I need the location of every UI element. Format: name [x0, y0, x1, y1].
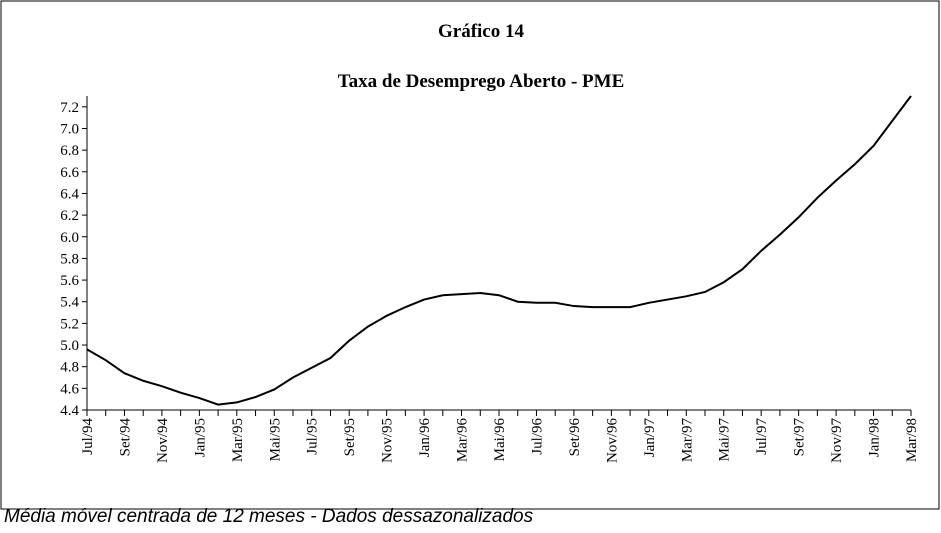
y-tick-label: 7.2 [60, 100, 79, 116]
y-tick-label: 4.4 [60, 403, 79, 419]
y-tick-label: 5.8 [60, 251, 79, 267]
x-tick-label: Jul/96 [529, 418, 545, 455]
x-tick-label: Jan/96 [417, 418, 433, 458]
x-tick-label: Mar/98 [904, 418, 920, 462]
x-tick-label: Jul/94 [80, 418, 96, 455]
x-tick-label: Set/96 [567, 418, 583, 457]
x-tick-label: Jul/97 [754, 418, 770, 455]
x-tick-label: Jan/97 [642, 418, 658, 458]
x-tick-label: Jan/95 [192, 418, 208, 457]
y-tick-label: 7.0 [60, 121, 79, 137]
x-tick-label: Mai/95 [267, 418, 283, 461]
y-tick-label: 5.4 [60, 295, 79, 311]
y-tick-label: 6.2 [60, 208, 79, 224]
x-tick-label: Set/97 [792, 418, 808, 457]
x-tick-label: Jul/95 [305, 418, 321, 455]
footnote: Média móvel centrada de 12 meses - Dados… [4, 506, 534, 527]
x-tick-label: Mai/96 [492, 418, 508, 462]
x-tick-label: Mar/95 [230, 418, 246, 462]
x-tick-label: Nov/97 [829, 418, 845, 464]
chart-title: Gráfico 14 [438, 21, 525, 42]
y-tick-label: 5.2 [60, 316, 79, 332]
frame [0, 0, 940, 510]
y-tick-label: 6.4 [60, 186, 79, 202]
x-tick-label: Mar/97 [679, 418, 695, 463]
y-tick-label: 6.0 [60, 230, 79, 246]
x-tick-label: Nov/96 [604, 418, 620, 464]
y-tick-label: 5.6 [60, 273, 79, 289]
x-tick-label: Nov/94 [155, 418, 171, 464]
y-tick-label: 6.6 [60, 165, 79, 181]
line-series [86, 95, 912, 406]
y-tick-label: 4.6 [60, 381, 79, 397]
y-tick-label: 5.0 [60, 338, 79, 354]
x-tick-label: Mai/97 [717, 418, 733, 462]
x-tick-label: Set/95 [342, 418, 358, 456]
x-tick-label: Mar/96 [455, 418, 471, 463]
chart-subtitle: Taxa de Desemprego Aberto - PME [338, 71, 625, 92]
y-tick-label: 6.8 [60, 143, 79, 159]
x-tick-label: Nov/95 [380, 418, 396, 463]
x-tick-label: Jan/98 [867, 418, 883, 457]
x-tick-label: Set/94 [117, 418, 133, 457]
y-tick-label: 4.8 [60, 360, 79, 376]
